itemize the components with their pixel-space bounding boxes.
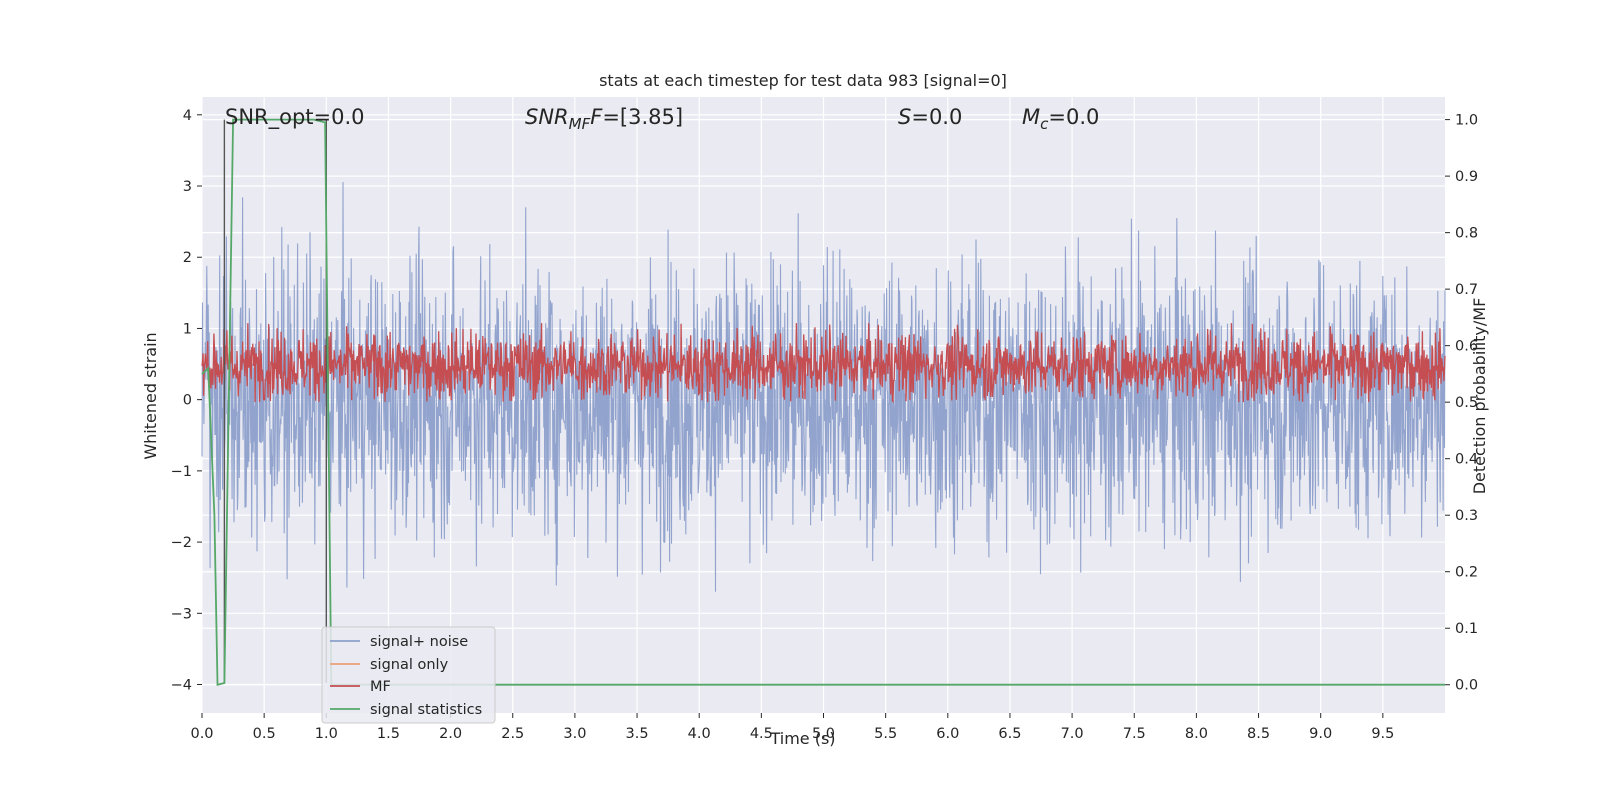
annotation-snr-opt: SNR_opt=0.0 [225, 105, 365, 130]
legend: signal+ noise signal only MF signal stat… [321, 626, 496, 724]
x-tick-label: 7.0 [1061, 726, 1084, 742]
legend-label-mf: MF [370, 679, 391, 695]
y-tick-label-right: 0.1 [1455, 621, 1478, 637]
x-tick-label: 6.0 [936, 726, 959, 742]
line-signal-noise [201, 182, 1446, 592]
x-tick-label: 0.0 [190, 726, 213, 742]
x-tick-label: 2.5 [501, 726, 524, 742]
y-tick-label-left: −4 [171, 678, 192, 694]
x-tick-label: 2.0 [439, 726, 462, 742]
y-tick-label-left: 0 [183, 393, 192, 409]
y-tick-label-right: 1.0 [1455, 113, 1478, 129]
x-tick-label: 4.0 [688, 726, 711, 742]
line-signal-statistics [201, 118, 1445, 686]
y-tick-label-right: 0.3 [1455, 508, 1478, 524]
legend-label-signal-statistics: signal statistics [370, 702, 482, 718]
y-tick-label-right: 0.8 [1455, 226, 1478, 242]
y-tick-label-left: 3 [183, 179, 192, 195]
annotation-s: S=0.0 [898, 105, 962, 129]
x-tick-label: 1.5 [377, 726, 400, 742]
chart-title: stats at each timestep for test data 983… [599, 71, 1007, 90]
y-tick-label-right: 0.2 [1455, 565, 1478, 581]
y-tick-label-right: 0.9 [1455, 169, 1478, 185]
x-tick-label: 4.5 [750, 726, 773, 742]
y-tick-label-right: 0.0 [1455, 678, 1478, 694]
series-signal-noise [201, 182, 1446, 592]
x-tick-label: 8.0 [1185, 726, 1208, 742]
y-tick-label-left: 1 [183, 321, 192, 337]
x-tick-label: 5.0 [812, 726, 835, 742]
y-tick-label-right: 0.6 [1455, 339, 1478, 355]
annotation-mc: Mc=0.0 [1022, 105, 1099, 133]
axis-ticks: 0.0 0.5 1.0 1.5 2.0 2.5 3.0 3.5 4.0 4.5 5.0 5.5 6.0 6… [171, 108, 1478, 742]
y-tick-label-left: −2 [171, 535, 192, 551]
x-tick-label: 9.0 [1309, 726, 1332, 742]
annotation-snr-mf: SNRMFF=[3.85] [525, 105, 683, 133]
legend-label-signal-noise: signal+ noise [370, 634, 468, 650]
y-tick-label-right: 0.7 [1455, 282, 1478, 298]
y-tick-label-right: 0.5 [1455, 395, 1478, 411]
y-axis-label-right: Detection probability/MF [1470, 298, 1489, 495]
series-mf [201, 323, 1446, 404]
x-tick-label: 5.5 [874, 726, 897, 742]
x-tick-label: 7.5 [1123, 726, 1146, 742]
y-tick-label-left: 4 [183, 108, 192, 124]
x-axis-label: Time (s) [769, 729, 835, 748]
x-tick-label: 0.5 [253, 726, 276, 742]
x-tick-label: 6.5 [998, 726, 1021, 742]
y-tick-label-right: 0.4 [1455, 452, 1478, 468]
x-tick-label: 3.5 [626, 726, 649, 742]
x-tick-label: 3.0 [563, 726, 586, 742]
y-tick-label-left: −1 [171, 464, 192, 480]
y-axis-label-left: Whitened strain [141, 332, 160, 459]
legend-label-signal-only: signal only [370, 657, 449, 673]
line-mf [201, 323, 1446, 404]
x-tick-label: 9.5 [1371, 726, 1394, 742]
y-tick-label-left: −3 [171, 606, 192, 622]
y-tick-label-left: 2 [183, 250, 192, 266]
series-signal-statistics [201, 118, 1445, 686]
x-tick-label: 8.5 [1247, 726, 1270, 742]
x-tick-label: 1.0 [315, 726, 338, 742]
